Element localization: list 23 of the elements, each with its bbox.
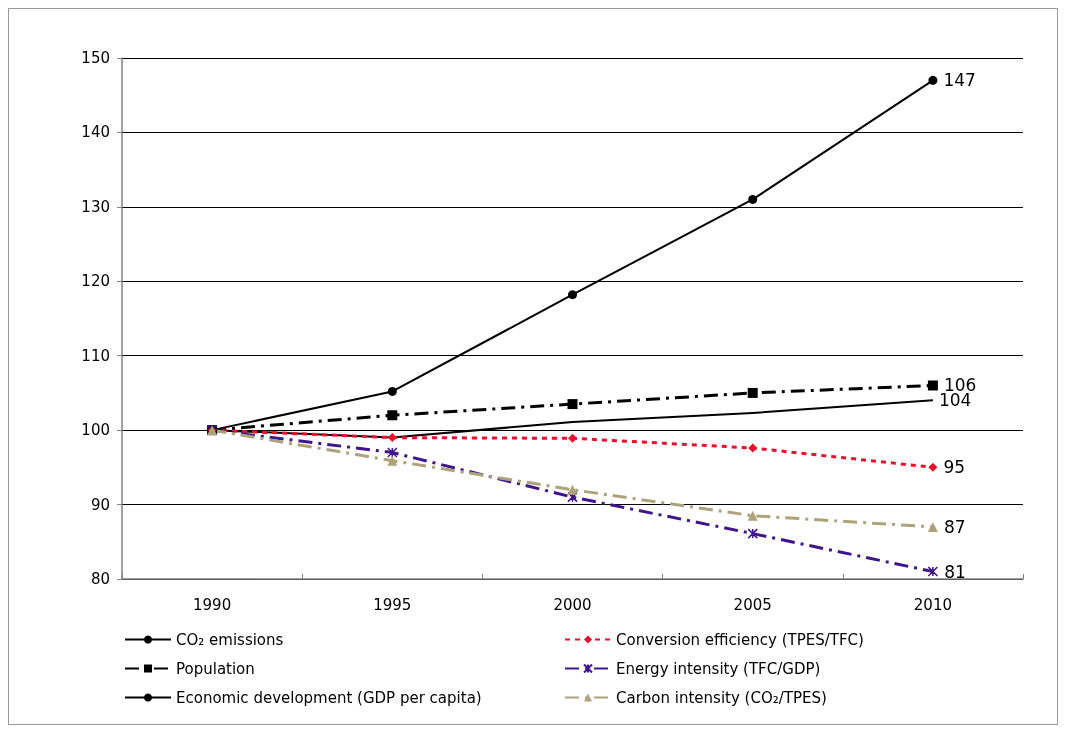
y-tick-label: 120	[81, 272, 110, 291]
x-tick-label: 2000	[553, 595, 592, 614]
x-tick-label: 2005	[733, 595, 772, 614]
legend-label: Economic development (GDP per capita)	[176, 688, 482, 707]
y-tick-label: 80	[90, 570, 110, 588]
legend-label: Population	[176, 659, 255, 678]
legend-label: CO₂ emissions	[176, 630, 284, 649]
x-tick-label: 2010	[913, 595, 952, 614]
data-label: 95	[943, 457, 966, 478]
data-label: 81	[944, 561, 966, 582]
data-label: 87	[943, 516, 966, 537]
x-tick-label: 1990	[193, 595, 232, 614]
y-tick-label: 150	[81, 49, 110, 67]
legend-label: Energy intensity (TFC/GDP)	[616, 659, 821, 678]
y-tick-label: 100	[81, 421, 110, 440]
y-tick-label: 130	[81, 197, 110, 216]
legend-label: Carbon intensity (CO₂/TPES)	[616, 688, 827, 707]
y-tick-label: 110	[81, 346, 110, 365]
y-tick-label: 140	[81, 123, 110, 142]
legend-label: Conversion efficiency (TPES/TFC)	[616, 630, 864, 649]
data-label: 147	[943, 70, 976, 91]
x-tick-label: 1995	[373, 595, 412, 614]
y-tick-label: 90	[90, 495, 110, 514]
